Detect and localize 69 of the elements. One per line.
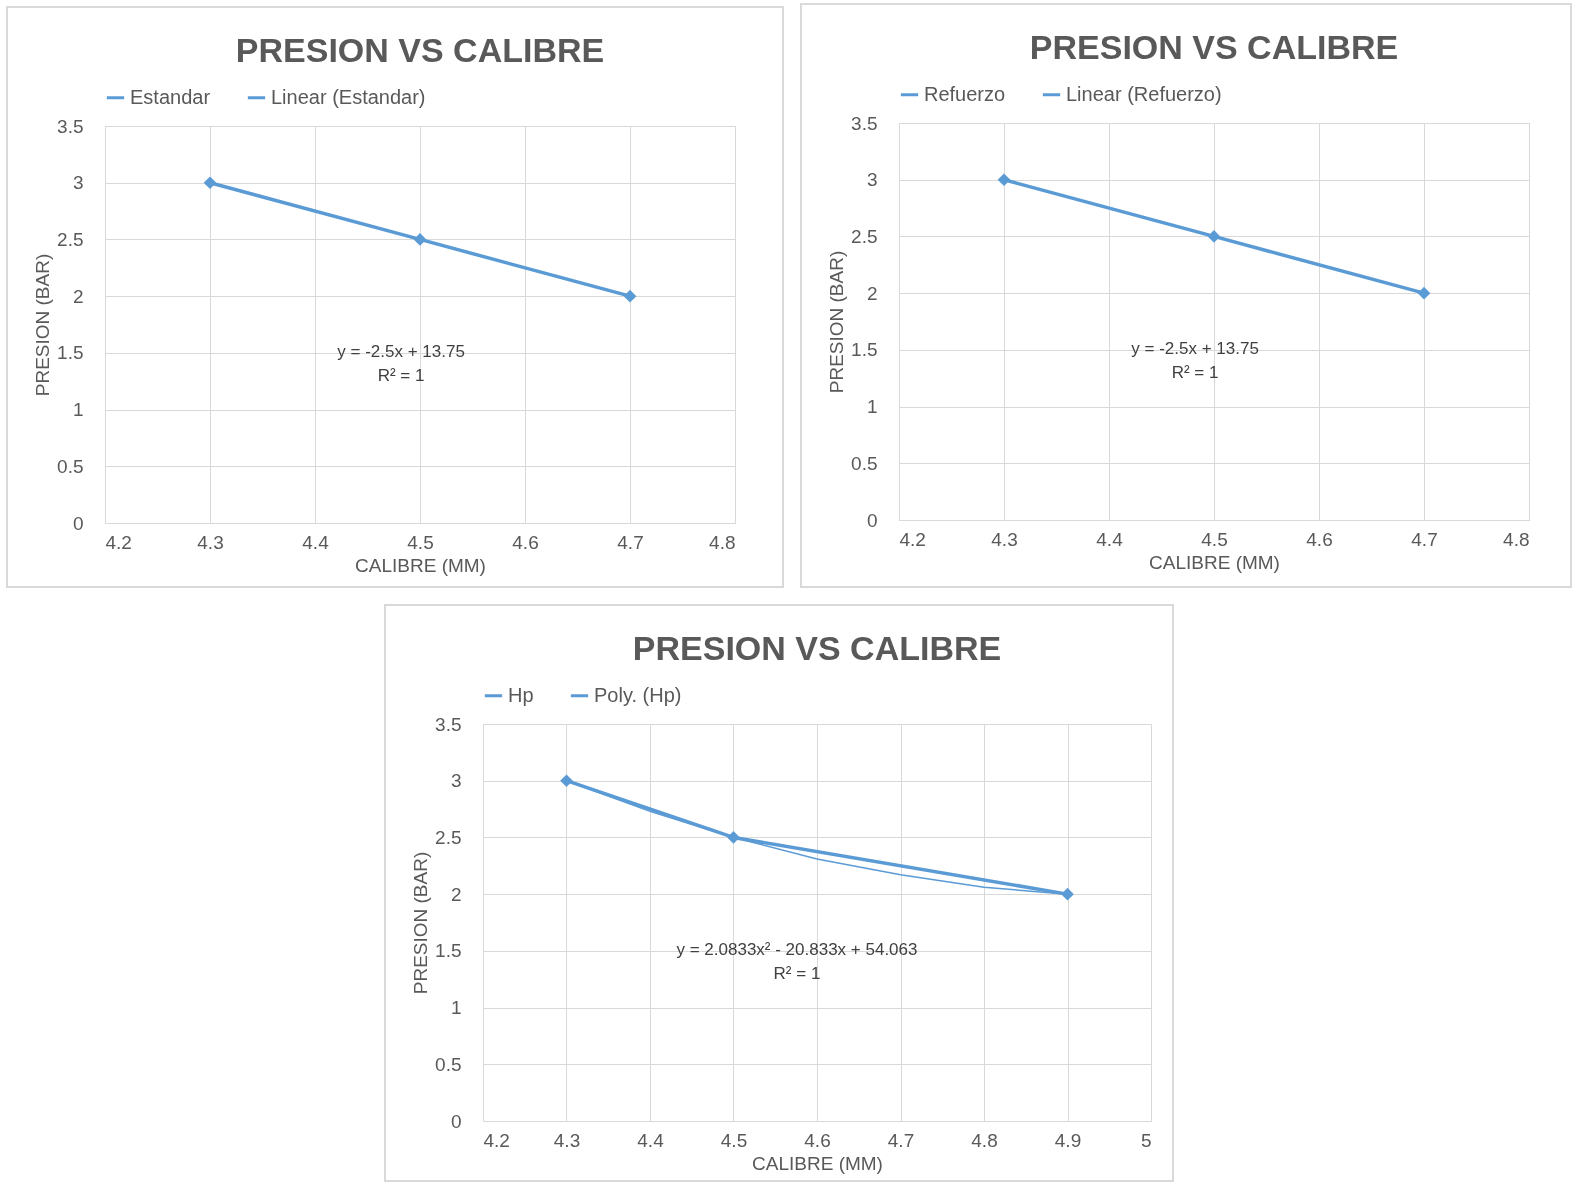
- y-tick-label: 0.5: [57, 455, 84, 477]
- y-tick-label: 0.5: [851, 452, 878, 474]
- x-tick-label: 4.5: [720, 1129, 748, 1151]
- y-tick-label: 3: [450, 770, 462, 792]
- y-tick-label: 0: [72, 512, 84, 534]
- x-tick-label: 4.3: [553, 1129, 581, 1151]
- y-tick-label: 3.5: [851, 112, 878, 134]
- y-tick-label: 3: [866, 169, 878, 191]
- y-axis-title: PRESION (BAR): [32, 253, 54, 397]
- y-tick-label: 0: [866, 509, 878, 531]
- x-tick-label: 4.2: [105, 531, 132, 553]
- x-tick-label: 4.5: [1201, 528, 1228, 550]
- x-tick-label: 4.8: [971, 1129, 998, 1151]
- x-tick-label: 4.9: [1054, 1129, 1082, 1151]
- x-axis-title: CALIBRE (MM): [355, 554, 486, 576]
- x-tick-label: 4.6: [804, 1129, 831, 1151]
- y-tick-label: 1.5: [435, 940, 462, 962]
- y-tick-label: 3: [72, 172, 84, 194]
- annotation: y = -2.5x + 13.75: [1131, 339, 1259, 359]
- y-tick-label: 2: [450, 883, 462, 905]
- x-tick-label: 4.3: [197, 531, 224, 553]
- legend-label: Refuerzo: [924, 82, 1006, 105]
- point: [560, 774, 573, 788]
- y-tick-label: 2: [866, 282, 878, 304]
- x-tick-label: 4.8: [709, 531, 736, 553]
- y-tick-label: 1.5: [57, 342, 84, 364]
- y-tick-label: 1: [866, 396, 878, 418]
- annotation: y = 2.0833x² - 20.833x + 54.063: [676, 940, 918, 960]
- y-tick-label: 1: [450, 997, 462, 1019]
- x-tick-label: 4.2: [483, 1129, 510, 1151]
- y-axis-title: PRESION (BAR): [410, 851, 432, 995]
- legend-label: Estandar: [130, 85, 211, 108]
- x-tick-label: 4.4: [637, 1129, 665, 1151]
- x-tick-label: 4.2: [899, 528, 926, 550]
- legend-label: Linear (Refuerzo): [1066, 82, 1222, 105]
- legend-label: Linear (Estandar): [271, 85, 426, 108]
- y-tick-label: 3.5: [57, 115, 84, 137]
- x-tick-label: 4.8: [1503, 528, 1530, 550]
- legend-label: Hp: [508, 683, 534, 706]
- y-tick-label: 2.5: [435, 826, 462, 848]
- annotation: R² = 1: [377, 366, 425, 386]
- x-tick-label: 4.6: [512, 531, 539, 553]
- y-tick-label: 0.5: [435, 1053, 462, 1075]
- x-tick-label: 4.3: [991, 528, 1018, 550]
- chart-title: PRESION VS CALIBRE: [632, 629, 1002, 667]
- chart-title: PRESION VS CALIBRE: [1029, 28, 1399, 66]
- x-tick-label: 4.7: [617, 531, 644, 553]
- y-tick-label: 2.5: [57, 228, 84, 250]
- x-tick-label: 4.5: [407, 531, 434, 553]
- annotation: R² = 1: [1171, 363, 1219, 383]
- y-tick-label: 3.5: [435, 713, 462, 735]
- x-tick-label: 4.4: [1096, 528, 1124, 550]
- y-tick-label: 2: [72, 285, 84, 307]
- annotation: y = -2.5x + 13.75: [337, 342, 465, 362]
- legend-label: Poly. (Hp): [594, 683, 682, 706]
- x-tick-label: 4.4: [302, 531, 330, 553]
- x-axis-title: CALIBRE (MM): [752, 1152, 883, 1174]
- x-tick-label: 4.7: [887, 1129, 915, 1151]
- chart-title: PRESION VS CALIBRE: [235, 31, 605, 69]
- y-tick-label: 2.5: [851, 225, 878, 247]
- y-tick-label: 1: [72, 399, 84, 421]
- annotation: R² = 1: [773, 964, 821, 984]
- x-tick-label: 4.7: [1411, 528, 1438, 550]
- x-tick-label: 5: [1140, 1129, 1152, 1151]
- y-tick-label: 0: [450, 1110, 462, 1132]
- y-tick-label: 1.5: [851, 339, 878, 361]
- x-tick-label: 4.6: [1306, 528, 1333, 550]
- x-axis-title: CALIBRE (MM): [1149, 551, 1280, 573]
- y-axis-title: PRESION (BAR): [826, 250, 848, 394]
